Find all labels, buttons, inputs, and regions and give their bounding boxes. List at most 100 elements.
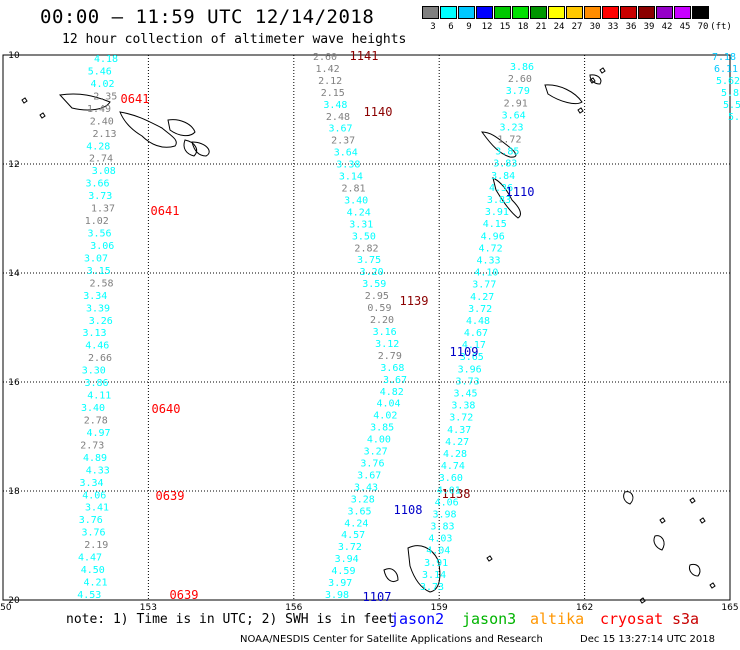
swh-value: 3.64 xyxy=(334,148,358,159)
swh-value: 3.31 xyxy=(349,219,373,230)
legend-swatch xyxy=(440,6,457,19)
pass-time-label: 1138 xyxy=(442,487,471,501)
pass-time-label: 1110 xyxy=(506,185,535,199)
swh-value: 3.41 xyxy=(85,503,109,514)
swh-value: 3.28 xyxy=(351,494,375,505)
coastline xyxy=(119,111,177,148)
pass-time-label: 1141 xyxy=(350,49,379,63)
swh-value: 4.24 xyxy=(347,207,371,218)
lat-label: 16 xyxy=(8,378,20,388)
swh-value: 4.59 xyxy=(331,566,355,577)
swh-value: 4.17 xyxy=(462,340,486,351)
swh-value: 3.97 xyxy=(328,578,352,589)
swh-value: 3.50 xyxy=(352,231,376,242)
swh-value: 2.40 xyxy=(90,116,114,127)
swh-value: 3.15 xyxy=(87,266,111,277)
swh-value: 4.97 xyxy=(86,428,110,439)
swh-value: 3.85 xyxy=(370,423,394,434)
coastline xyxy=(481,131,517,158)
lon-label: 153 xyxy=(140,603,157,613)
chart-subtitle: 12 hour collection of altimeter wave hei… xyxy=(62,32,407,47)
coastline xyxy=(191,141,210,157)
swh-value: 4.18 xyxy=(94,54,118,65)
coastline xyxy=(39,112,46,119)
legend-tick-label: 36 xyxy=(625,22,637,32)
swh-value: 2.74 xyxy=(89,154,113,165)
swh-value: 3.07 xyxy=(84,253,108,264)
swh-value: 4.02 xyxy=(90,79,114,90)
lon-label: 165 xyxy=(721,603,738,613)
coastline xyxy=(544,84,583,105)
swh-value: 3.94 xyxy=(335,554,359,565)
swh-value: 3.67 xyxy=(383,375,407,386)
swh-value: 4.04 xyxy=(426,546,450,557)
legend-tick-label: 30 xyxy=(589,22,601,32)
swh-value: 2.79 xyxy=(378,351,402,362)
swh-value: 5. xyxy=(728,112,740,123)
swh-value: 3.86 xyxy=(84,378,108,389)
swh-value: 3.65 xyxy=(348,506,372,517)
coastline xyxy=(21,97,28,104)
legend-tick-label: 3 xyxy=(430,22,436,32)
coastline xyxy=(599,67,606,74)
swh-value: 3.72 xyxy=(338,542,362,553)
swh-value: 4.28 xyxy=(443,449,467,460)
coastline xyxy=(383,568,399,583)
swh-value: 3.83 xyxy=(487,195,511,206)
lon-label: 156 xyxy=(285,603,302,613)
swh-value: 2.37 xyxy=(331,136,355,147)
swh-value: 3.72 xyxy=(468,304,492,315)
lon-label: 159 xyxy=(431,603,448,613)
swh-value: 3.79 xyxy=(506,86,530,97)
swh-value: 3.83 xyxy=(430,522,454,533)
legend-swatch xyxy=(656,6,673,19)
swh-value: 4.46 xyxy=(85,341,109,352)
swh-value: 3.06 xyxy=(90,241,114,252)
swh-value: 0.59 xyxy=(367,303,391,314)
legend-swatch xyxy=(674,6,691,19)
legend-unit: (ft) xyxy=(710,22,732,32)
swh-value: 4.15 xyxy=(483,219,507,230)
footnote: note: 1) Time is in UTC; 2) SWH is in fe… xyxy=(66,612,395,627)
swh-value: 3.67 xyxy=(357,470,381,481)
legend-tick-label: 42 xyxy=(661,22,673,32)
swh-value: 5.46 xyxy=(88,66,112,77)
swh-value: 3.86 xyxy=(510,62,534,73)
swh-value: 2.15 xyxy=(321,88,345,99)
swh-value: 4.47 xyxy=(78,553,102,564)
swh-value: 5.5 xyxy=(723,100,740,111)
swh-value: 3.26 xyxy=(89,316,113,327)
legend-swatch xyxy=(620,6,637,19)
pass-time-label: 1108 xyxy=(394,503,423,517)
swh-value: 7.18 xyxy=(712,52,736,63)
swh-value: 3.66 xyxy=(85,179,109,190)
swh-value: 3.91 xyxy=(424,558,448,569)
legend-tick-label: 15 xyxy=(499,22,511,32)
legend-tick-label: 27 xyxy=(571,22,583,32)
legend-swatch xyxy=(602,6,619,19)
swh-value: 3.72 xyxy=(449,413,473,424)
lat-label: 10 xyxy=(8,51,20,61)
swh-value: 3.67 xyxy=(329,124,353,135)
swh-value: 2.12 xyxy=(318,76,342,87)
swh-value: 3.14 xyxy=(339,172,363,183)
swh-value: 3.73 xyxy=(456,376,480,387)
legend-swatch xyxy=(584,6,601,19)
swh-value: 3.39 xyxy=(86,303,110,314)
swh-value: 2.20 xyxy=(370,315,394,326)
coastline xyxy=(709,582,716,589)
swh-value: 3.73 xyxy=(88,191,112,202)
swh-value: 3.59 xyxy=(362,279,386,290)
swh-value: 3.34 xyxy=(83,291,107,302)
pass-time-label: 0640 xyxy=(152,402,181,416)
swh-value: 3.64 xyxy=(502,110,526,121)
lat-label: 12 xyxy=(8,160,19,170)
swh-value: 4.48 xyxy=(466,316,490,327)
legend-tick-label: 18 xyxy=(517,22,529,32)
generated-timestamp: Dec 15 13:27:14 UTC 2018 xyxy=(580,634,715,645)
coastline xyxy=(639,597,646,604)
swh-value: 3.38 xyxy=(336,160,360,171)
lat-label: 20 xyxy=(8,596,20,606)
swh-value: 3.40 xyxy=(81,403,105,414)
